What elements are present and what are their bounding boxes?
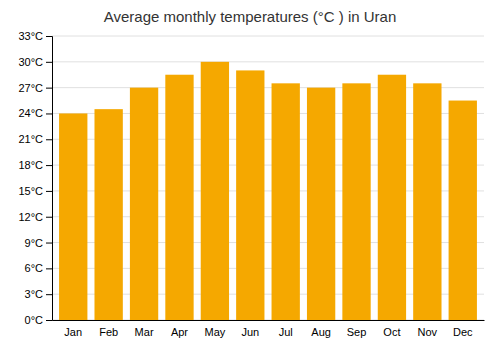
tick: 6°C [25,262,52,274]
tick-mark [46,191,52,192]
tick: 9°C [25,237,52,249]
tick: 18°C [18,159,52,171]
bar [413,83,441,320]
tick: 3°C [25,288,52,300]
bar [449,101,477,320]
tick: 24°C [18,107,52,119]
tick-label: 18°C [18,159,43,171]
tick-label: Jul [279,326,293,338]
tick-label: 9°C [25,237,44,249]
tick-mark [46,320,52,321]
tick-label: Sep [347,326,367,338]
tick: Oct [383,326,400,338]
tick: 33°C [18,30,52,42]
bar [201,62,229,320]
tick: 0°C [25,314,52,326]
tick: 27°C [18,82,52,94]
tick: May [204,326,225,338]
tick-mark [46,62,52,63]
chart: Average monthly temperatures (°C ) in Ur… [0,0,500,350]
tick: 15°C [18,185,52,197]
tick-mark [46,243,52,244]
tick: Mar [135,326,154,338]
axis-line [46,37,53,321]
tick-mark [46,294,52,295]
tick-label: 24°C [18,107,43,119]
tick-mark [46,36,52,37]
plot: 0°C 3°C 6°C 9°C 12°C 15°C 18°C 21°C 24°C 27°C 30°C… [18,30,484,338]
grid-line [52,61,484,62]
grid-line [52,36,484,37]
title: Average monthly temperatures (°C ) in Ur… [104,8,397,25]
tick-mark [46,165,52,166]
tick: 21°C [18,133,52,145]
tick: Nov [418,326,438,338]
tick: Jun [241,326,259,338]
tick: Apr [171,326,188,338]
tick: 30°C [18,56,52,68]
tick-label: Feb [99,326,118,338]
tick-label: Jan [64,326,82,338]
tick-mark [46,113,52,114]
tick: 12°C [18,211,52,223]
bar [130,88,158,320]
tick-label: 30°C [18,56,43,68]
tick-mark [46,88,52,89]
tick-label: 27°C [18,82,43,94]
tick-label: Nov [418,326,438,338]
tick-mark [46,217,52,218]
tick-label: 12°C [18,211,43,223]
bar [59,113,87,320]
tick-label: May [204,326,225,338]
tick: Jan [64,326,82,338]
tick-label: 0°C [25,314,44,326]
bar [165,75,193,320]
bars [59,62,477,320]
tick: Dec [453,326,473,338]
tick: Jul [279,326,293,338]
bar [94,109,122,320]
tick-label: Apr [171,326,188,338]
axis-line [53,320,485,321]
tick-label: 3°C [25,288,44,300]
tick-mark [46,268,52,269]
tick-mark [46,139,52,140]
tick: Feb [99,326,118,338]
tick-label: 21°C [18,133,43,145]
bar [272,83,300,320]
tick-label: Dec [453,326,473,338]
tick-label: Jun [241,326,259,338]
grid [52,36,484,320]
y-axis: 0°C 3°C 6°C 9°C 12°C 15°C 18°C 21°C 24°C 27°C 30°C… [18,30,52,326]
tick-label: 6°C [25,262,44,274]
tick: Sep [347,326,367,338]
bar [378,75,406,320]
x-axis: Jan Feb Mar Apr May Jun Jul Aug Sep Oct Nov Dec [53,321,485,338]
tick-label: 15°C [18,185,43,197]
bar [236,70,264,320]
tick: Aug [311,326,331,338]
bar [342,83,370,320]
tick-label: 33°C [18,30,43,42]
tick-label: Mar [135,326,154,338]
tick-label: Aug [311,326,331,338]
bar [307,88,335,320]
tick-label: Oct [383,326,400,338]
